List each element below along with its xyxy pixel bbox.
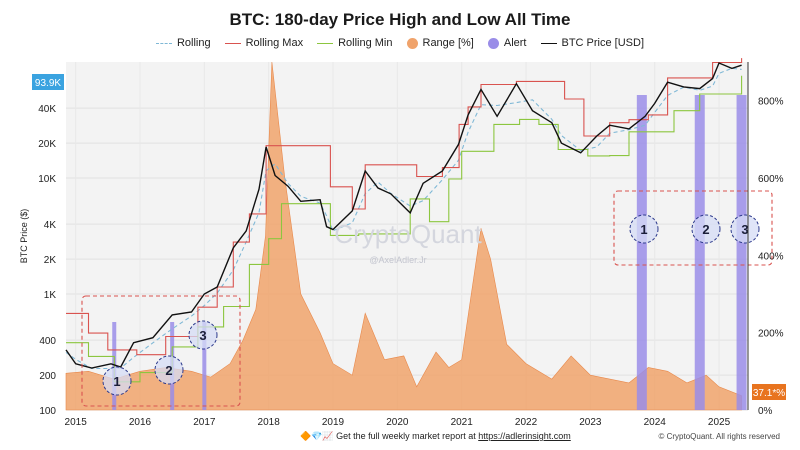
legend: Rolling Rolling Max Rolling Min Range [%…: [0, 37, 800, 49]
alert-bar: [694, 95, 705, 410]
x-tick-label: 2018: [258, 417, 281, 428]
legend-label: Rolling Max: [245, 37, 304, 49]
dot-icon: [406, 37, 418, 49]
legend-label: Alert: [503, 37, 527, 49]
y-tick-label: 4K: [44, 220, 57, 231]
line-icon: [540, 42, 557, 44]
y2-tick-label: 800%: [758, 97, 784, 108]
btc-price-line: [65, 62, 742, 369]
x-tick-label: 2019: [322, 417, 345, 428]
line-icon: [317, 42, 334, 44]
x-axis-ticks: 2015 2016 2017 2018 2019 2020 2021 2022 2023 2024…: [65, 417, 731, 428]
current-range-badge: [752, 384, 786, 400]
x-tick-label: 2024: [644, 417, 667, 428]
chart-title: BTC: 180-day Price High and Low All Time: [229, 10, 571, 29]
y2-tick-label: 0%: [758, 406, 773, 417]
alert-number-label: 3: [741, 222, 748, 237]
current-price-badge-label: 93.9K: [35, 78, 61, 89]
alert-bar: [736, 95, 747, 410]
callout-boxes: [81, 190, 773, 407]
alert-bar: [636, 95, 647, 410]
y-tick-label: 10K: [38, 174, 56, 185]
y2-tick-label: 400%: [758, 251, 784, 262]
y-tick-label: 100: [39, 406, 56, 417]
alert-circle: [730, 214, 760, 244]
y2-tick-label: 600%: [758, 174, 784, 185]
legend-item-rolling-min[interactable]: Rolling Min: [317, 37, 393, 49]
y-axis-label: BTC Price ($): [19, 209, 29, 264]
current-price-badge: [32, 74, 64, 90]
emoji-icons: 🔶💎📈: [300, 431, 334, 441]
legend-item-alert[interactable]: Alert: [487, 37, 527, 49]
y-tick-label: 1K: [44, 290, 57, 301]
gridlines: [66, 62, 748, 411]
x-tick-label: 2025: [708, 417, 731, 428]
report-link[interactable]: https://adlerinsight.com: [478, 431, 571, 441]
range-area: [65, 61, 742, 411]
alert-number-label: 1: [113, 374, 120, 389]
legend-item-range[interactable]: Range [%]: [406, 37, 474, 49]
x-tick-label: 2016: [129, 417, 152, 428]
copyright: © CryptoQuant. All rights reserved: [658, 432, 781, 441]
y2-axis-ticks: 800% 600% 400% 200% 0%: [758, 97, 784, 417]
current-range-badge-label: 37.1*%: [753, 388, 785, 399]
value-badges: 93.9K 37.1*%: [32, 74, 786, 400]
y-tick-label: 200: [39, 371, 56, 382]
dot-icon: [487, 37, 499, 49]
x-tick-label: 2015: [65, 417, 88, 428]
line-icon: [224, 42, 241, 44]
x-tick-label: 2023: [579, 417, 602, 428]
alert-circle: [188, 320, 218, 350]
watermark-handle: @AxelAdler.Jr: [369, 255, 426, 265]
footer-text: Get the full weekly market report at: [336, 431, 476, 441]
alert-circle: [629, 214, 659, 244]
legend-item-rolling-max[interactable]: Rolling Max: [224, 37, 304, 49]
callout-box-early: [81, 295, 241, 407]
x-tick-label: 2021: [451, 417, 474, 428]
x-tick-label: 2020: [386, 417, 409, 428]
legend-item-rolling[interactable]: Rolling: [155, 37, 211, 49]
legend-label: Range [%]: [422, 37, 474, 49]
legend-label: BTC Price [USD]: [561, 37, 645, 49]
watermark-logo: CryptoQuant: [334, 219, 482, 249]
y-tick-label: 2K: [44, 255, 57, 266]
x-tick-label: 2022: [515, 417, 538, 428]
alert-markers: 1 2 3 1 2 3: [102, 214, 760, 396]
alert-circle: [691, 214, 721, 244]
range-area-layer: [65, 61, 742, 411]
legend-label: Rolling Min: [338, 37, 393, 49]
legend-item-btc-price[interactable]: BTC Price [USD]: [540, 37, 645, 49]
callout-box-recent: [613, 190, 773, 266]
footer: 🔶💎📈 Get the full weekly market report at…: [300, 431, 571, 442]
alert-number-label: 1: [640, 222, 647, 237]
y-tick-label: 400: [39, 336, 56, 347]
y-tick-label: 20K: [38, 139, 56, 150]
alert-bar: [202, 322, 207, 410]
legend-label: Rolling: [176, 37, 211, 49]
y-axis-ticks: 40K 20K 10K 4K 2K 1K 400 200 100: [38, 104, 56, 417]
alert-circle: [154, 355, 184, 385]
x-tick-label: 2017: [193, 417, 216, 428]
y-tick-label: 40K: [38, 104, 56, 115]
y2-tick-label: 200%: [758, 329, 784, 340]
alert-circle: [102, 366, 132, 396]
alert-number-label: 3: [199, 328, 206, 343]
alert-number-label: 2: [165, 363, 172, 378]
alert-number-label: 2: [702, 222, 709, 237]
dashed-line-icon: [155, 42, 172, 44]
